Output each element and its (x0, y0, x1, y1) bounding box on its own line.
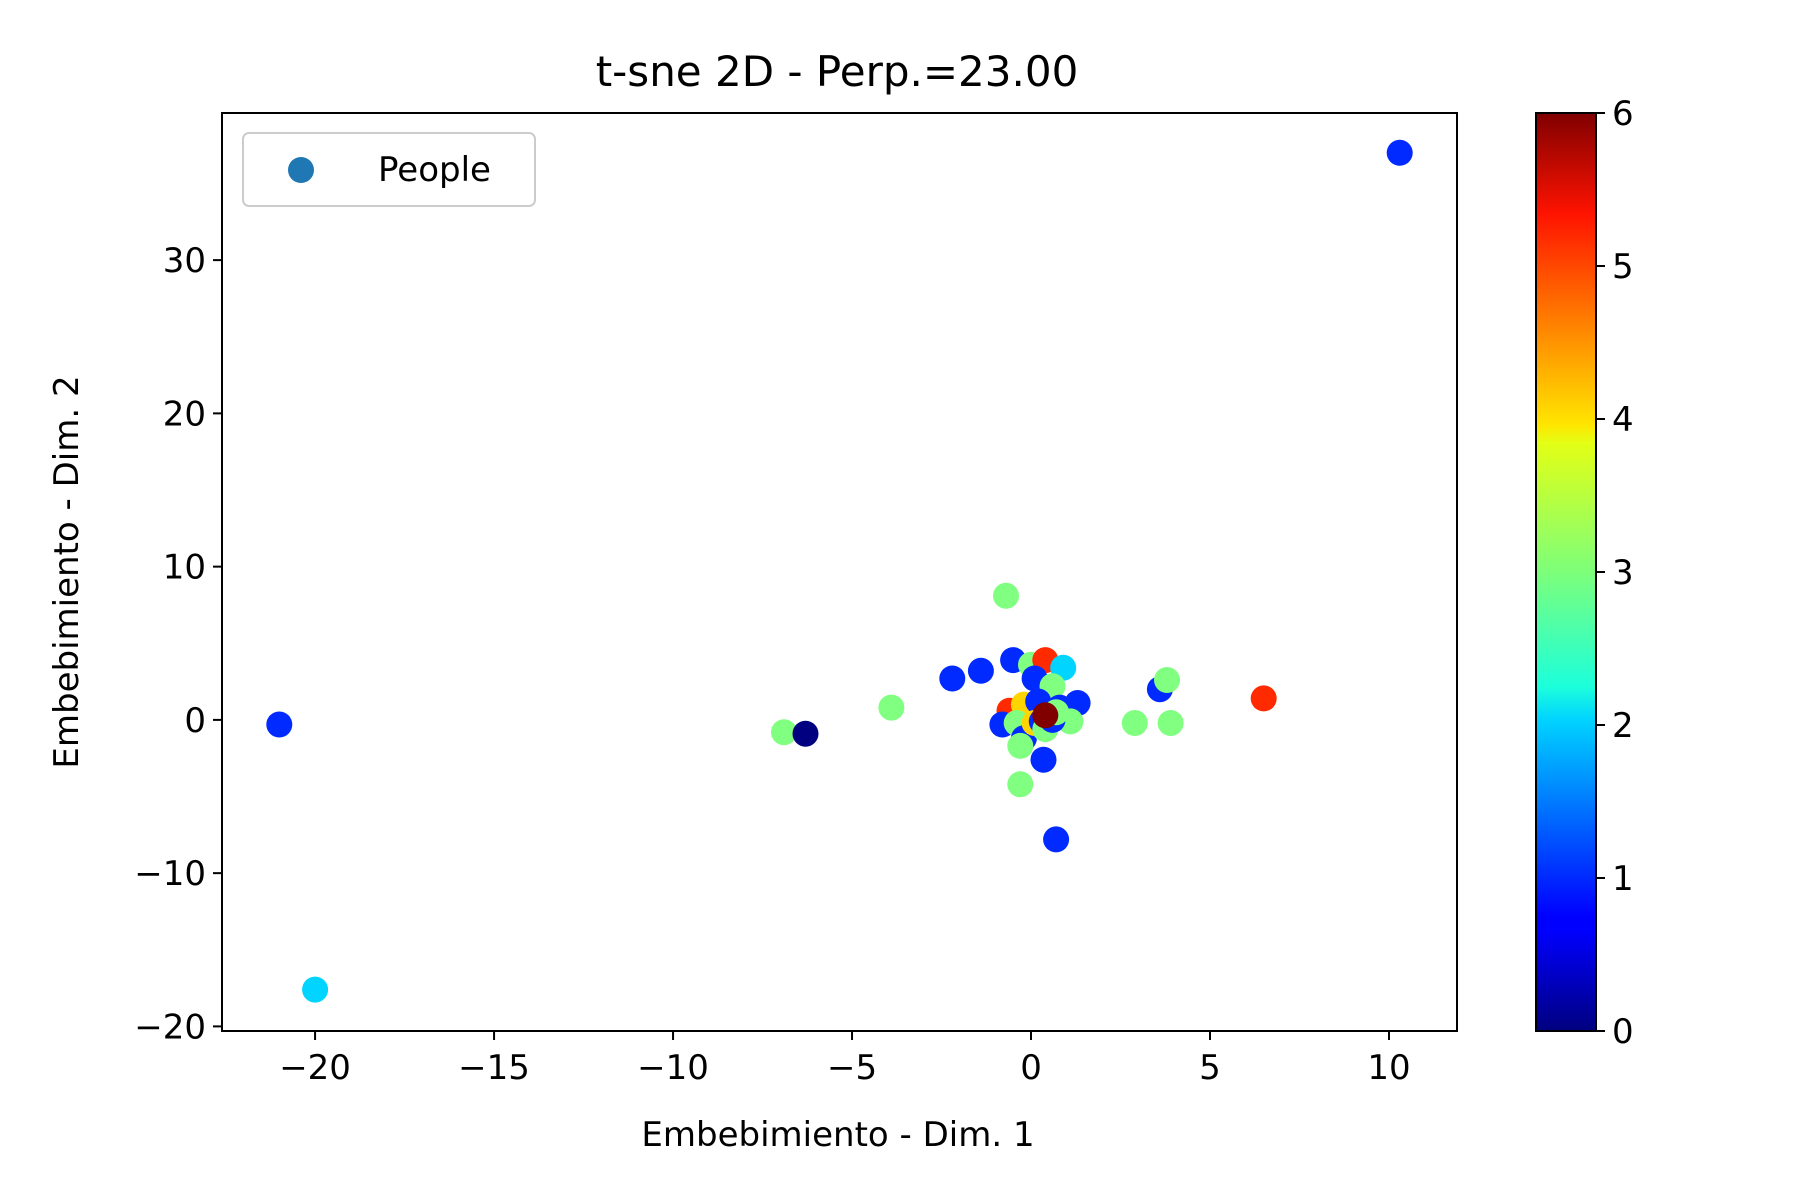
y-axis-label: Embebimiento - Dim. 2 (47, 375, 87, 768)
legend-box (242, 132, 536, 207)
y-tick-label: 30 (163, 241, 206, 281)
data-point-39 (1250, 685, 1277, 712)
x-tick-label: 10 (1367, 1048, 1410, 1088)
data-point-31 (1032, 702, 1059, 729)
colorbar-tick-label: 6 (1612, 94, 1634, 134)
y-axis: −20 −10 0 10 20 30 (134, 241, 222, 1047)
colorbar-tick-label: 0 (1612, 1012, 1634, 1052)
data-point-1 (266, 711, 293, 738)
y-tick-label: 10 (163, 548, 206, 588)
y-tick-label: 0 (184, 701, 206, 741)
colorbar-ticks: 0 1 2 3 4 5 6 (1596, 94, 1634, 1052)
x-tick-label: −15 (458, 1048, 530, 1088)
plot-frame (221, 112, 1458, 1032)
x-axis: −20 −15 −10 −5 0 5 10 (279, 1031, 1411, 1088)
colorbar-gradient (1535, 112, 1597, 1032)
data-point-7 (967, 657, 994, 684)
y-tick-label: −20 (134, 1007, 206, 1047)
chart-title: t-sne 2D - Perp.=23.00 (596, 47, 1079, 96)
colorbar-tick-label: 1 (1612, 859, 1634, 899)
data-point-5 (878, 694, 905, 721)
x-tick-label: −20 (279, 1048, 351, 1088)
data-point-2 (302, 976, 329, 1003)
data-point-38 (1157, 710, 1184, 736)
data-point-8 (993, 582, 1019, 609)
points-layer (266, 139, 1413, 1003)
y-tick-label: 20 (163, 394, 206, 434)
legend-label-people: People (378, 150, 491, 190)
x-tick-label: 5 (1199, 1048, 1221, 1088)
y-tick-label: −10 (134, 854, 206, 894)
colorbar-tick-label: 3 (1612, 553, 1634, 593)
data-point-3 (771, 719, 797, 746)
x-axis-label: Embebimiento - Dim. 1 (641, 1115, 1034, 1155)
x-tick-label: −5 (827, 1048, 877, 1088)
data-point-6 (939, 665, 966, 692)
x-tick-label: 0 (1020, 1048, 1042, 1088)
data-point-0 (1386, 139, 1413, 166)
colorbar: 0 1 2 3 4 5 6 (1535, 94, 1634, 1052)
legend-marker (288, 157, 314, 183)
data-point-25 (1007, 732, 1034, 759)
data-point-4 (792, 720, 819, 747)
colorbar-tick-label: 2 (1612, 706, 1634, 746)
data-point-34 (1043, 826, 1070, 853)
data-point-33 (1007, 771, 1034, 798)
colorbar-tick-label: 5 (1612, 247, 1634, 287)
data-point-37 (1154, 667, 1180, 693)
x-tick-label: −10 (637, 1048, 709, 1088)
colorbar-tick-label: 4 (1612, 400, 1634, 440)
data-point-32 (1030, 746, 1057, 773)
legend: People (242, 132, 536, 207)
plot-area (222, 113, 1457, 1031)
data-point-35 (1121, 710, 1148, 736)
